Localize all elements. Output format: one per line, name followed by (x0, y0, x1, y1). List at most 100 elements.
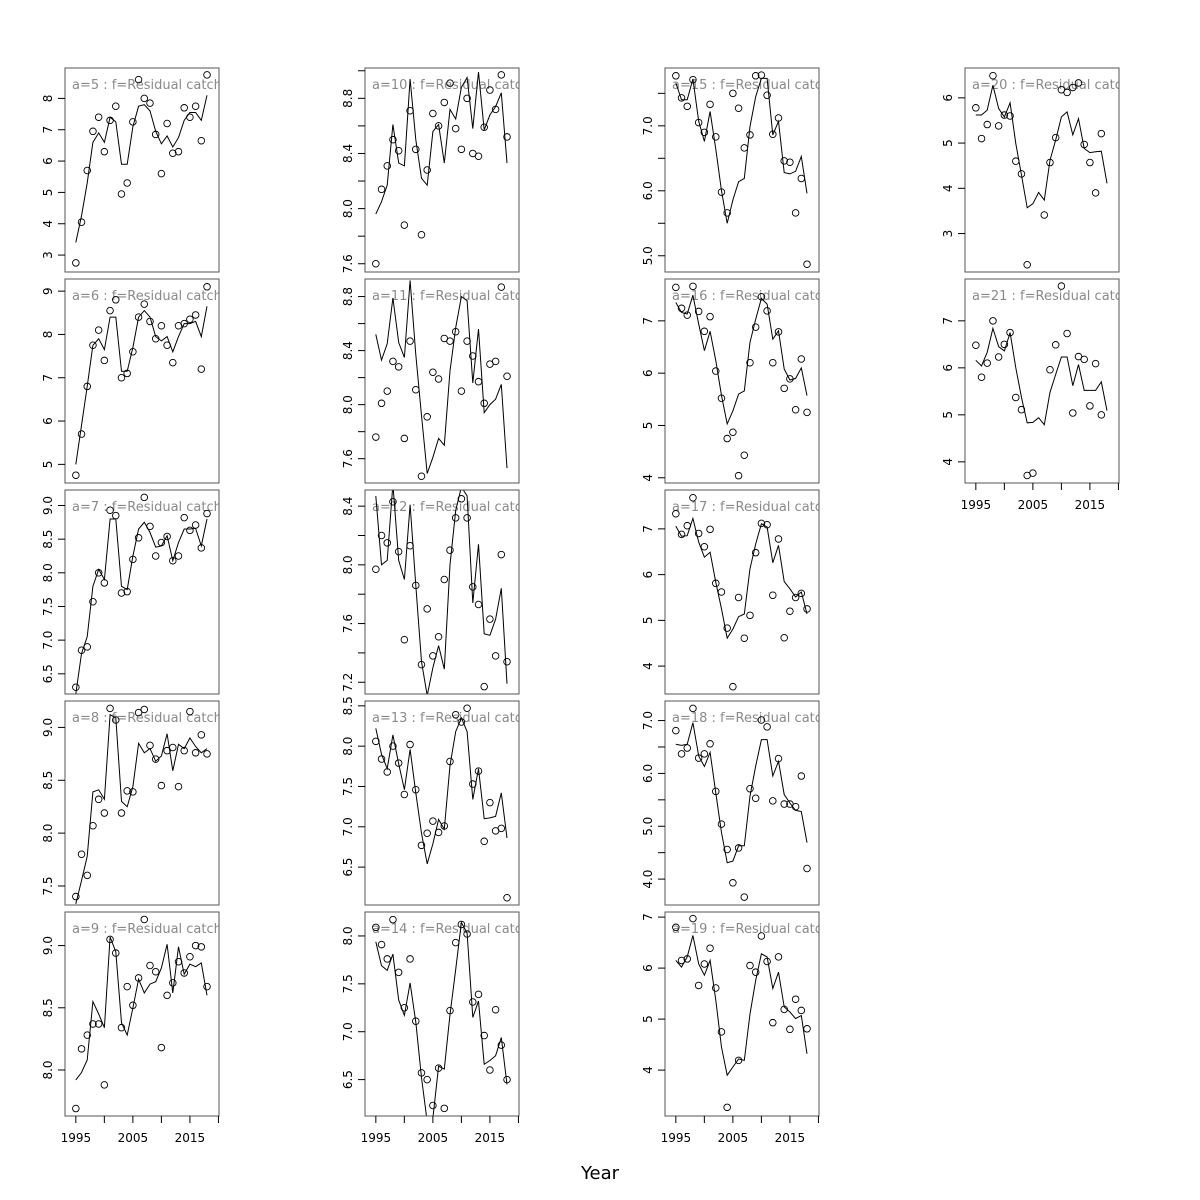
y-tick-label: 7 (41, 126, 55, 134)
y-tick-label: 5 (41, 189, 55, 197)
observed-point (683, 955, 691, 963)
observed-point (146, 522, 154, 531)
y-tick-label: 8.0 (41, 824, 55, 843)
y-tick-label: 8 (41, 331, 55, 339)
observed-point (94, 569, 103, 577)
observed-point (191, 749, 200, 757)
observed-point (700, 327, 709, 336)
observed-point (112, 949, 120, 957)
observed-point (497, 824, 506, 833)
observed-point (774, 953, 783, 961)
plot-area: a=16 : f=Residual catch (672, 282, 819, 480)
panel-frame (64, 489, 220, 695)
observed-point (394, 146, 403, 155)
x-tick-label: 2015 (475, 1131, 506, 1145)
panel-frame (364, 700, 520, 906)
observed-point (134, 708, 143, 717)
observed-point (429, 817, 437, 825)
fitted-line (675, 516, 808, 640)
observed-point (672, 510, 680, 518)
observed-point (694, 981, 703, 990)
observed-point (112, 102, 120, 110)
observed-point (677, 94, 686, 102)
fitted-line (375, 280, 508, 474)
observed-point (774, 328, 783, 336)
observed-point (683, 521, 691, 530)
observed-point (191, 311, 200, 319)
y-tick-label: 8.0 (341, 555, 355, 574)
y-tick-label: 5 (941, 139, 955, 147)
observed-point (151, 755, 160, 763)
panel-frame (64, 700, 220, 906)
observed-point (77, 218, 86, 226)
observed-point (186, 113, 194, 121)
observed-point (157, 538, 166, 547)
observed-point (474, 600, 483, 609)
fitted-line (675, 935, 808, 1077)
observed-point (1091, 189, 1100, 197)
x-tick-label: 2005 (718, 1131, 749, 1145)
observed-point (1012, 157, 1020, 165)
panel-frame (64, 278, 220, 484)
y-tick-label: 8.4 (341, 341, 355, 360)
observed-point (372, 565, 380, 574)
observed-point (774, 114, 783, 122)
observed-point (780, 384, 788, 393)
observed-point (151, 335, 160, 343)
observed-point (129, 555, 137, 564)
observed-point (446, 79, 454, 87)
observed-point (134, 974, 143, 982)
x-tick-label: 1995 (961, 498, 992, 512)
observed-point (197, 365, 206, 373)
observed-point (106, 506, 114, 514)
observed-point (994, 122, 1003, 130)
observed-point (377, 755, 386, 763)
observed-point (763, 521, 771, 529)
observed-point (169, 358, 177, 367)
observed-point (689, 704, 697, 713)
fitted-line (375, 72, 508, 215)
observed-point (100, 1081, 109, 1089)
x-tick-label: 2005 (418, 1131, 449, 1145)
observed-point (786, 1025, 794, 1034)
observed-point (423, 1075, 431, 1084)
observed-point (757, 716, 766, 724)
observed-point (163, 119, 171, 128)
observed-point (180, 513, 188, 522)
observed-point (163, 341, 171, 350)
plot-area: a=6 : f=Residual catch (72, 283, 219, 479)
observed-point (1012, 393, 1020, 402)
y-tick-label: 5 (641, 1015, 655, 1023)
observed-point (134, 313, 143, 321)
plot-area: a=7 : f=Residual catch (72, 493, 219, 694)
panel-label: a=12 : f=Residual catch (372, 500, 530, 515)
panel-frame (664, 278, 820, 484)
observed-point (400, 434, 409, 443)
observed-point (106, 116, 114, 125)
panel-label: a=21 : f=Residual catch (972, 289, 1130, 304)
observed-point (100, 356, 109, 365)
observed-point (203, 509, 211, 518)
observed-point (469, 352, 477, 360)
observed-point (94, 113, 103, 121)
observed-point (486, 798, 494, 807)
observed-point (186, 953, 194, 961)
y-tick-label: 9.0 (41, 496, 55, 515)
panel: a=7 : f=Residual catch 6.5 7.0 7.5 8.0 8.5 9.0 (41, 489, 220, 695)
observed-point (774, 754, 783, 763)
observed-point (712, 787, 720, 796)
observed-point (434, 1064, 443, 1072)
observed-point (451, 710, 460, 719)
observed-point (134, 75, 143, 84)
observed-point (983, 359, 991, 367)
observed-point (394, 968, 403, 977)
observed-point (429, 109, 437, 118)
observed-point (383, 162, 391, 170)
observed-point (780, 1005, 788, 1014)
panel-label: a=18 : f=Residual catch (672, 711, 830, 726)
panel: a=15 : f=Residual catch 5.0 6.0 7.0 (641, 67, 820, 273)
observed-point (440, 822, 449, 830)
panel: a=13 : f=Residual catch 6.5 7.0 7.5 8.0 8.5 (341, 696, 520, 906)
observed-point (140, 300, 149, 308)
observed-point (394, 547, 403, 556)
